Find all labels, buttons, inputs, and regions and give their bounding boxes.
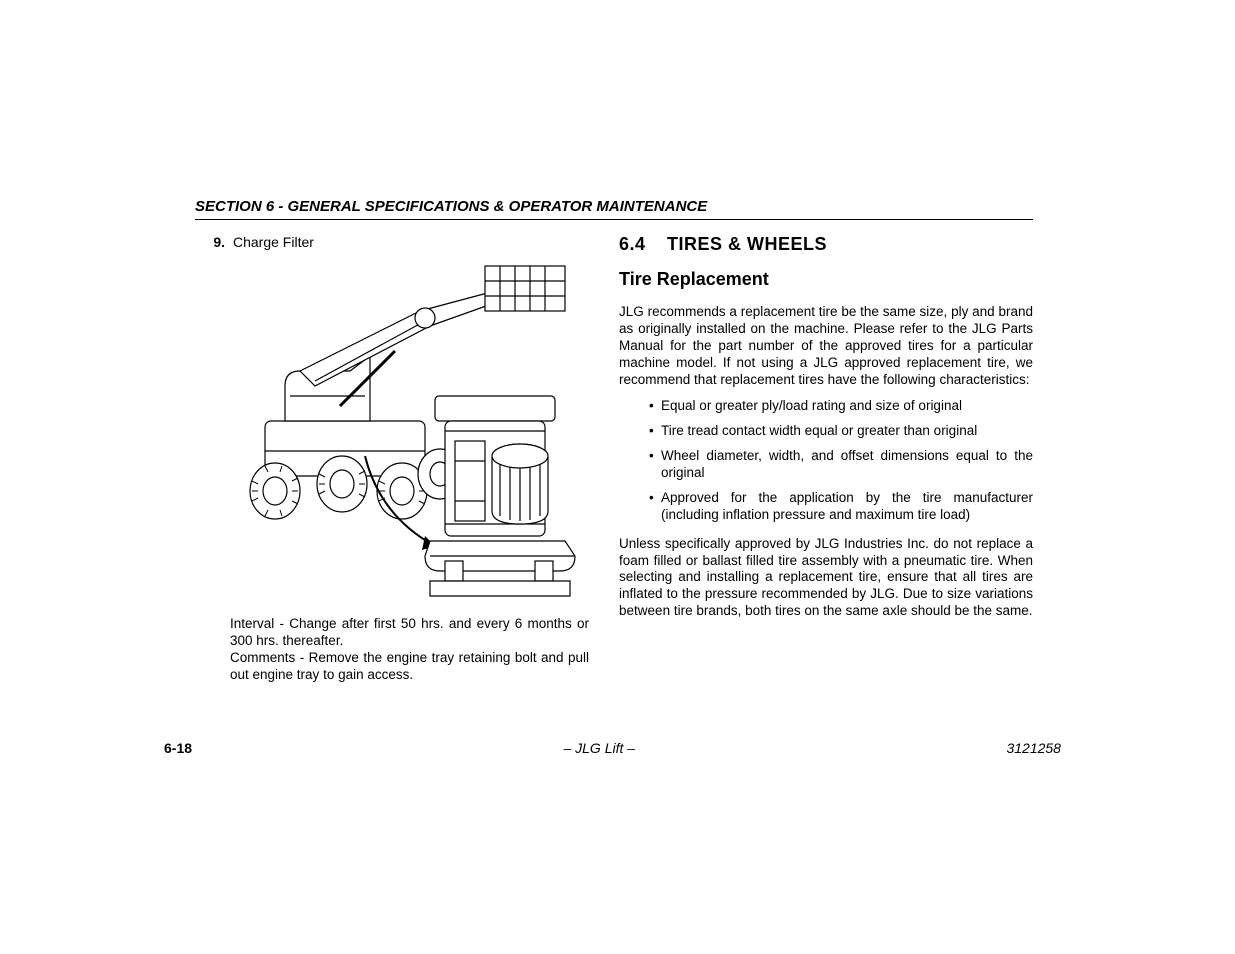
paragraph: Unless specifically approved by JLG Indu… <box>619 536 1033 620</box>
page-number: 6-18 <box>164 740 192 756</box>
machine-diagram <box>230 256 585 606</box>
right-column: 6.4TIRES & WHEELS Tire Replacement JLG r… <box>619 234 1033 684</box>
document-number: 3121258 <box>1006 740 1061 756</box>
comments-text: Comments - Remove the engine tray retain… <box>230 650 589 684</box>
section-header: SECTION 6 - GENERAL SPECIFICATIONS & OPE… <box>195 198 1033 220</box>
heading-tires-wheels: 6.4TIRES & WHEELS <box>619 234 1033 255</box>
page-content: SECTION 6 - GENERAL SPECIFICATIONS & OPE… <box>195 198 1033 684</box>
list-item: Approved for the application by the tire… <box>649 490 1033 524</box>
list-item: Wheel diameter, width, and offset dimens… <box>649 448 1033 482</box>
list-item: Tire tread contact width equal or greate… <box>649 423 1033 440</box>
paragraph: JLG recommends a replacement tire be the… <box>619 304 1033 388</box>
page-footer: 6-18 – JLG Lift – 3121258 <box>164 740 1061 756</box>
footer-title: – JLG Lift – <box>563 740 635 756</box>
interval-text: Interval - Change after first 50 hrs. an… <box>230 616 589 650</box>
bullet-list: Equal or greater ply/load rating and siz… <box>649 398 1033 523</box>
two-column-layout: 9. Charge Filter <box>195 234 1033 684</box>
item-label: Charge Filter <box>233 234 589 250</box>
list-item: Equal or greater ply/load rating and siz… <box>649 398 1033 415</box>
item-number: 9. <box>195 234 233 250</box>
heading-title: TIRES & WHEELS <box>667 234 827 254</box>
heading-number: 6.4 <box>619 234 667 255</box>
list-item: 9. Charge Filter <box>195 234 589 250</box>
subheading-tire-replacement: Tire Replacement <box>619 269 1033 290</box>
left-column: 9. Charge Filter <box>195 234 589 684</box>
